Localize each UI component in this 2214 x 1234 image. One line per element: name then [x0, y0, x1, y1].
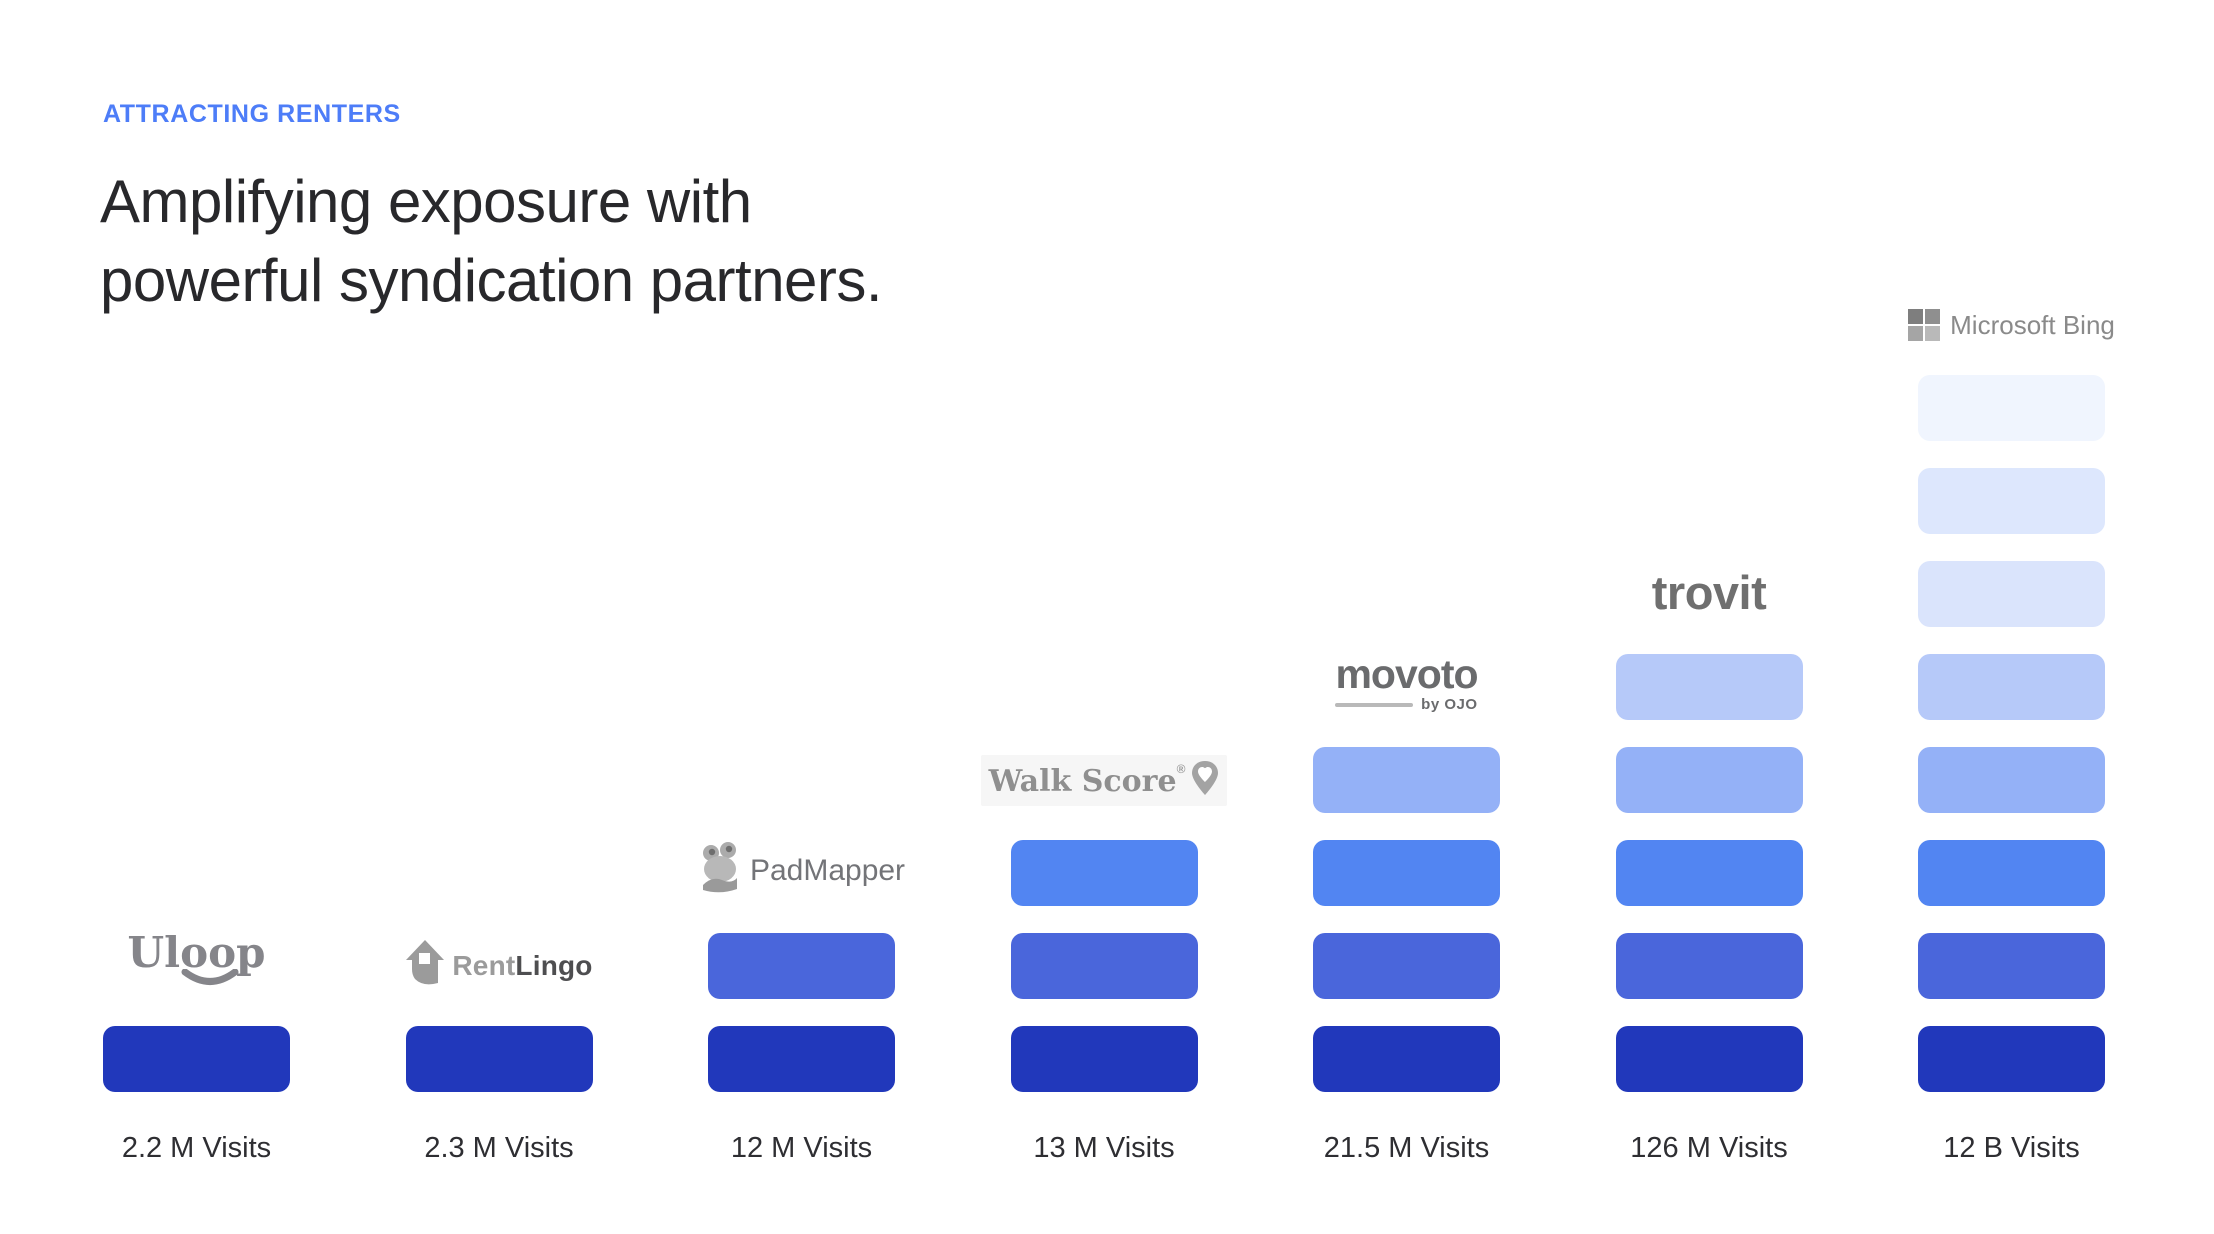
trovit-logo: trovit — [1652, 565, 1767, 620]
movoto-underline-rule — [1335, 702, 1414, 707]
bar-block — [1918, 933, 2105, 999]
column-uloop: Uloop 2.2 M Visits — [103, 928, 290, 1166]
bar-block — [1313, 747, 1500, 813]
visits-label-rentlingo: 2.3 M Visits — [424, 1132, 574, 1164]
column-bing: Microsoft Bing 12 B Visits — [1908, 309, 2115, 1166]
rentlingo-wordmark: RentLingo — [452, 949, 593, 981]
bar-block — [1918, 654, 2105, 720]
column-trovit: trovit 126 M Visits — [1615, 565, 1803, 1166]
movoto-logo: movoto by OJO — [1335, 651, 1479, 713]
bar-block — [1918, 375, 2105, 441]
bar-block — [1313, 840, 1500, 906]
walkscore-wordmark: Walk Score® — [988, 762, 1186, 799]
page-title: Amplifying exposure with powerful syndic… — [100, 162, 883, 320]
visits-label-trovit: 126 M Visits — [1630, 1132, 1788, 1164]
bar-block — [1615, 840, 1803, 906]
visits-label-walkscore: 13 M Visits — [1033, 1132, 1175, 1164]
bar-block — [1010, 1026, 1198, 1092]
bar-block — [1918, 561, 2105, 627]
page-title-line2: powerful syndication partners. — [100, 247, 883, 314]
rentlingo-house-icon — [405, 939, 445, 992]
bar-stack-rentlingo — [405, 1026, 593, 1092]
padmapper-wordmark: PadMapper — [749, 853, 906, 887]
bar-block — [1615, 654, 1803, 720]
column-rentlingo: RentLingo 2.3 M Visits — [405, 939, 593, 1166]
padmapper-logo: PadMapper — [698, 842, 905, 899]
bar-block — [1918, 468, 2105, 534]
registered-mark: ® — [1176, 762, 1186, 776]
bar-stack-movoto — [1313, 747, 1500, 1092]
bar-block — [1615, 1026, 1803, 1092]
bar-block — [1010, 933, 1198, 999]
bar-block — [1010, 840, 1198, 906]
column-padmapper: PadMapper 12 M Visits — [702, 842, 905, 1166]
bar-block — [1313, 933, 1500, 999]
bar-stack-bing — [1918, 375, 2105, 1092]
bar-stack-padmapper — [708, 933, 895, 1092]
visits-label-uloop: 2.2 M Visits — [121, 1132, 272, 1164]
bar-block — [1918, 747, 2105, 813]
walkscore-heart-pin-icon — [1191, 760, 1219, 801]
bar-stack-uloop — [103, 1026, 290, 1092]
microsoft-squares-icon — [1908, 309, 1941, 341]
visits-label-padmapper: 12 M Visits — [730, 1132, 873, 1164]
column-movoto: movoto by OJO 21.5 M Visits — [1313, 654, 1500, 1166]
walkscore-logo: Walk Score® — [980, 755, 1228, 806]
bar-block — [708, 933, 895, 999]
uloop-logo: Uloop — [127, 928, 266, 992]
bar-block — [1615, 747, 1803, 813]
movoto-wordmark: movoto — [1335, 651, 1478, 697]
column-walkscore: Walk Score® 13 M Visits — [980, 755, 1228, 1166]
bar-stack-walkscore — [1010, 840, 1198, 1092]
microsoft-square-tl — [1908, 309, 1924, 324]
uloop-wordmark: Uloop — [127, 928, 266, 977]
eyebrow-label: ATTRACTING RENTERS — [103, 100, 401, 128]
rentlingo-logo: RentLingo — [405, 939, 592, 992]
bing-logo: Microsoft Bing — [1908, 309, 2115, 341]
bar-block — [1918, 840, 2105, 906]
movoto-underline: by OJO — [1335, 696, 1477, 713]
padmapper-frog-icon — [698, 842, 742, 899]
bar-block — [103, 1026, 290, 1092]
page-title-line1: Amplifying exposure with — [100, 168, 752, 235]
syndication-bar-chart: Uloop 2.2 M Visits RentLingo — [103, 0, 2115, 1166]
bar-block — [1918, 1026, 2105, 1092]
movoto-byline: by OJO — [1421, 696, 1478, 713]
bar-block — [1313, 1026, 1500, 1092]
visits-label-movoto: 21.5 M Visits — [1323, 1132, 1490, 1164]
trovit-wordmark: trovit — [1651, 566, 1767, 619]
bar-stack-trovit — [1615, 654, 1803, 1092]
visits-label-bing: 12 B Visits — [1943, 1132, 2080, 1164]
bar-block — [1615, 933, 1803, 999]
microsoft-square-tr — [1925, 309, 1941, 324]
bar-block — [708, 1026, 895, 1092]
bar-block — [405, 1026, 593, 1092]
microsoft-square-bl — [1908, 326, 1924, 341]
uloop-smile-icon — [181, 968, 239, 992]
bing-wordmark: Microsoft Bing — [1950, 309, 2115, 340]
microsoft-square-br — [1925, 326, 1941, 341]
